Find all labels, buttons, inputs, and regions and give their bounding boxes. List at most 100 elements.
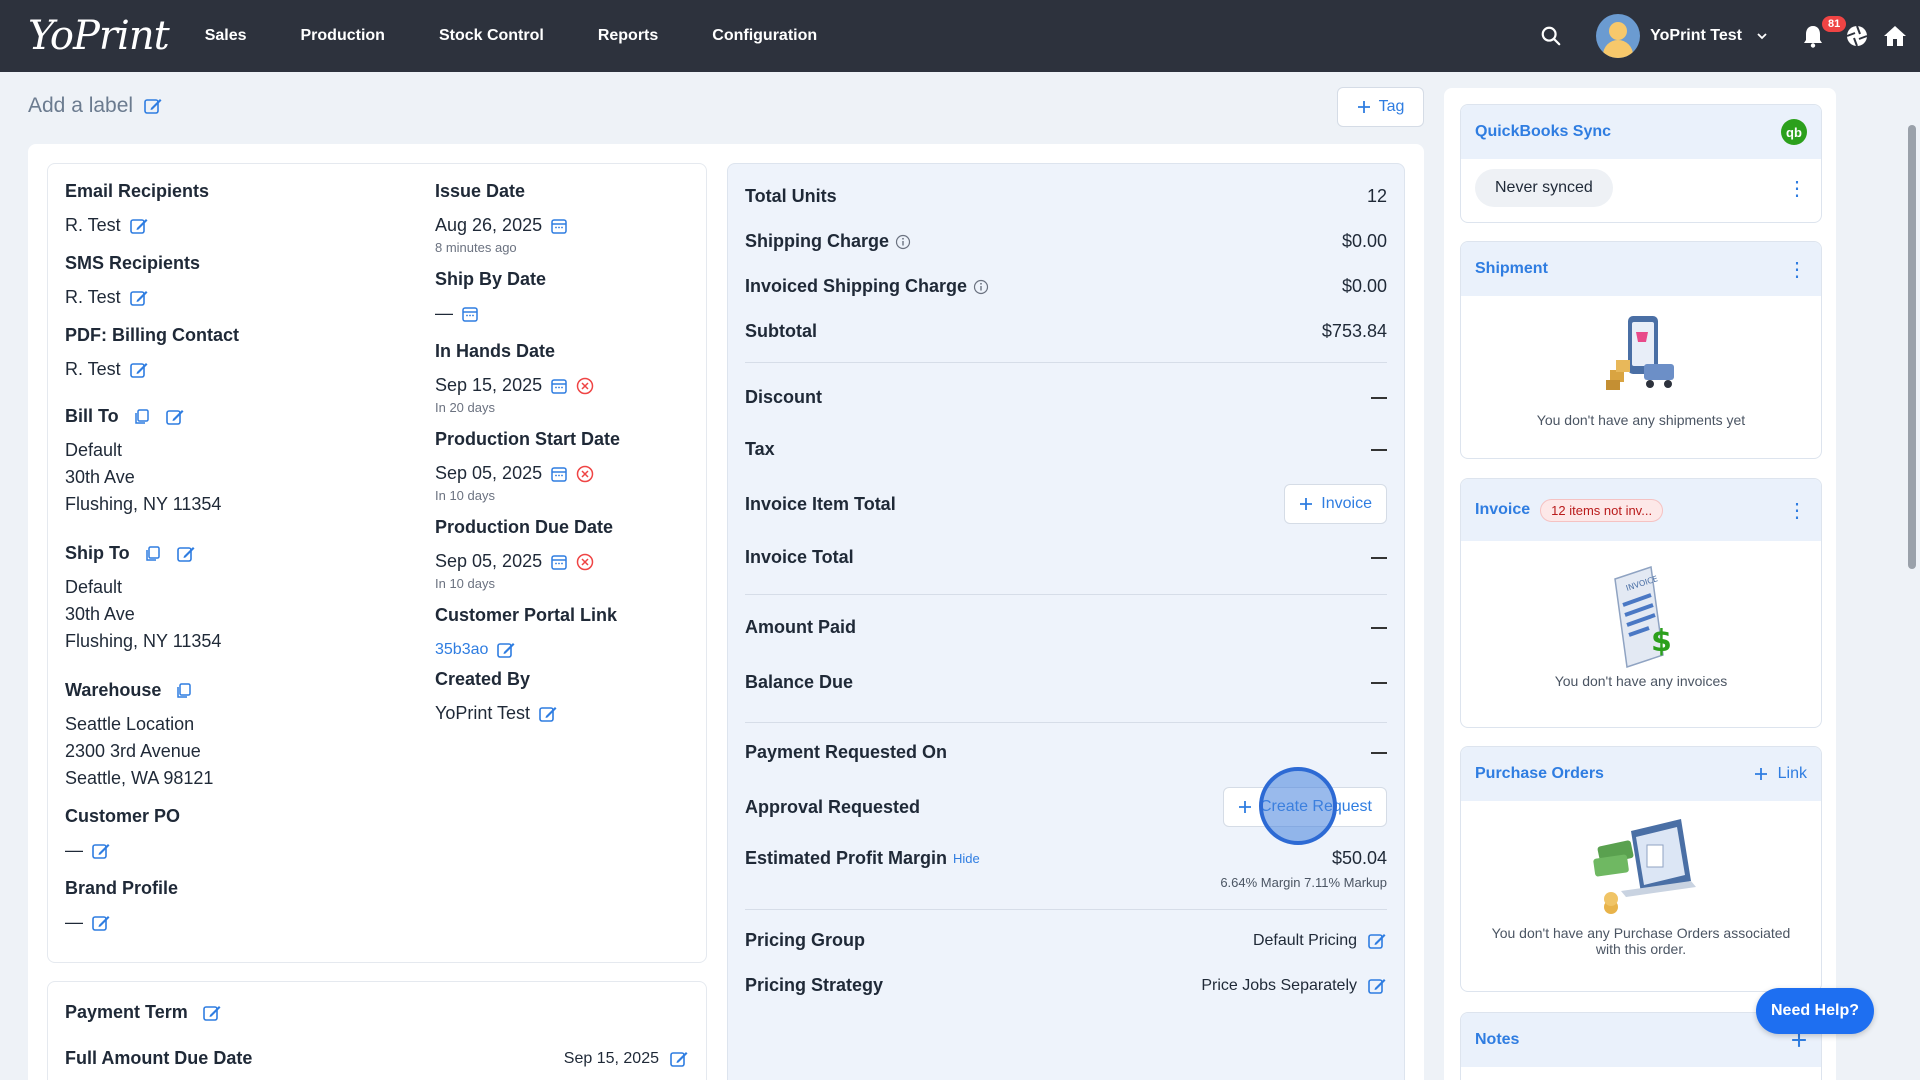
- bill-to-line3: Flushing, NY 11354: [65, 494, 222, 514]
- estimated-profit-margin-label: Estimated Profit Margin: [745, 848, 948, 868]
- edit-icon[interactable]: [496, 640, 516, 660]
- calendar-icon[interactable]: [550, 377, 568, 395]
- tax-row: Tax: [745, 439, 1387, 460]
- clear-date-icon[interactable]: [576, 553, 594, 571]
- divider: [745, 909, 1387, 910]
- notifications-button[interactable]: 81: [1802, 16, 1847, 48]
- page-scrollbar[interactable]: [1908, 125, 1916, 569]
- ship-to-line1: Default: [65, 577, 123, 597]
- aperture-icon[interactable]: [1842, 21, 1872, 51]
- subtotal-value: $753.84: [1321, 321, 1387, 341]
- edit-icon[interactable]: [1367, 931, 1387, 951]
- sms-recipients-field: SMS Recipients R. Test: [65, 253, 200, 311]
- in-hands-date-field: In Hands Date Sep 15, 2025 In 20 days: [435, 341, 594, 415]
- calendar-icon[interactable]: [550, 553, 568, 571]
- total-units-row: Total Units 12: [745, 186, 1387, 207]
- edit-icon[interactable]: [1367, 976, 1387, 996]
- yoprint-logo[interactable]: YoPrint: [28, 13, 170, 59]
- copy-icon[interactable]: [133, 408, 151, 426]
- ship-to-field: Ship To Default 30th Ave Flushing, NY 11…: [65, 543, 221, 655]
- more-options-icon[interactable]: ⋮: [1787, 499, 1807, 522]
- calendar-icon[interactable]: [550, 217, 568, 235]
- invoiced-shipping-charge-label: Invoiced Shipping Charge: [745, 276, 968, 296]
- tag-button-label: Tag: [1378, 98, 1405, 115]
- order-details-card: Email Recipients R. Test SMS Recipients …: [47, 163, 707, 963]
- more-options-icon[interactable]: ⋮: [1787, 177, 1807, 200]
- main-menu: Sales Production Stock Control Reports C…: [205, 27, 871, 45]
- pdf-billing-contact-label: PDF: Billing Contact: [65, 325, 239, 345]
- production-start-date-relative: In 10 days: [435, 488, 495, 503]
- svg-text:$: $: [1651, 624, 1672, 659]
- ship-by-date-label: Ship By Date: [435, 269, 547, 289]
- customer-portal-link[interactable]: 35b3ao: [435, 641, 489, 658]
- info-icon[interactable]: [895, 234, 911, 250]
- edit-icon[interactable]: [91, 913, 111, 933]
- edit-icon[interactable]: [165, 407, 185, 427]
- info-icon[interactable]: [973, 279, 989, 295]
- plus-icon: [1300, 498, 1313, 510]
- click-indicator: [1259, 767, 1337, 845]
- edit-icon[interactable]: [176, 544, 196, 564]
- search-icon[interactable]: [1536, 21, 1566, 51]
- avatar: [1596, 14, 1641, 58]
- shipment-empty-text: You don't have any shipments yet: [1536, 412, 1746, 428]
- nav-reports[interactable]: Reports: [597, 27, 659, 44]
- user-menu[interactable]: YoPrint Test: [1596, 14, 1768, 58]
- edit-icon[interactable]: [129, 360, 149, 380]
- create-invoice-button[interactable]: Invoice: [1284, 484, 1387, 524]
- clear-date-icon[interactable]: [576, 465, 594, 483]
- invoiced-shipping-charge-row: Invoiced Shipping Charge $0.00: [745, 276, 1387, 297]
- subtotal-label: Subtotal: [745, 321, 817, 341]
- invoice-illustration: INVOICE $: [1461, 541, 1821, 669]
- calendar-icon[interactable]: [550, 465, 568, 483]
- invoice-total-empty-dash: [1371, 556, 1387, 559]
- warehouse-line1: Seattle Location: [65, 714, 195, 734]
- shipping-charge-value: $0.00: [1341, 231, 1387, 251]
- divider: [745, 722, 1387, 723]
- pricing-group-label: Pricing Group: [745, 930, 866, 950]
- created-by-label: Created By: [435, 669, 531, 689]
- amount-paid-row: Amount Paid: [745, 617, 1387, 638]
- ship-to-line2: 30th Ave: [65, 604, 135, 624]
- edit-icon[interactable]: [202, 1003, 222, 1023]
- nav-production[interactable]: Production: [300, 27, 385, 44]
- add-label-button[interactable]: Add a label: [28, 94, 163, 118]
- issue-date-value: Aug 26, 2025: [435, 215, 543, 235]
- nav-stock-control[interactable]: Stock Control: [438, 27, 544, 44]
- pricing-group-value: Default Pricing: [1252, 931, 1357, 949]
- nav-sales[interactable]: Sales: [204, 27, 247, 44]
- pdf-billing-contact-field: PDF: Billing Contact R. Test: [65, 325, 239, 383]
- calendar-icon[interactable]: [461, 305, 479, 323]
- in-hands-date-relative: In 20 days: [435, 400, 495, 415]
- edit-icon[interactable]: [129, 216, 149, 236]
- plus-icon: [1754, 768, 1767, 780]
- edit-icon[interactable]: [669, 1049, 689, 1069]
- order-summary-card: Total Units 12 Shipping Charge $0.00 Inv…: [727, 163, 1405, 1080]
- copy-icon[interactable]: [175, 682, 193, 700]
- home-icon[interactable]: [1880, 21, 1910, 51]
- bill-to-line1: Default: [65, 440, 123, 460]
- clear-date-icon[interactable]: [576, 377, 594, 395]
- need-help-button[interactable]: Need Help?: [1756, 988, 1874, 1034]
- more-options-icon[interactable]: ⋮: [1787, 258, 1807, 281]
- in-hands-date-label: In Hands Date: [435, 341, 556, 361]
- edit-icon[interactable]: [91, 841, 111, 861]
- copy-icon[interactable]: [144, 545, 162, 563]
- add-tag-button[interactable]: Tag: [1337, 87, 1424, 127]
- customer-po-field: Customer PO —: [65, 806, 180, 864]
- link-purchase-order-button[interactable]: Link: [1754, 765, 1807, 783]
- edit-icon[interactable]: [538, 704, 558, 724]
- full-amount-due-value: Sep 15, 2025: [563, 1049, 659, 1067]
- brand-profile-label: Brand Profile: [65, 878, 179, 898]
- nav-configuration[interactable]: Configuration: [712, 27, 818, 44]
- hide-margin-link[interactable]: Hide: [953, 851, 980, 866]
- customer-portal-link-label: Customer Portal Link: [435, 605, 618, 625]
- margin-markup-detail: 6.64% Margin 7.11% Markup: [1220, 875, 1387, 890]
- add-note-icon[interactable]: [1791, 1032, 1807, 1048]
- total-units-value: 12: [1366, 186, 1387, 206]
- divider: [745, 362, 1387, 363]
- edit-icon[interactable]: [129, 288, 149, 308]
- invoiced-shipping-charge-value: $0.00: [1341, 276, 1387, 296]
- sync-status-pill: Never synced: [1475, 169, 1613, 207]
- sms-recipients-value: R. Test: [65, 287, 121, 307]
